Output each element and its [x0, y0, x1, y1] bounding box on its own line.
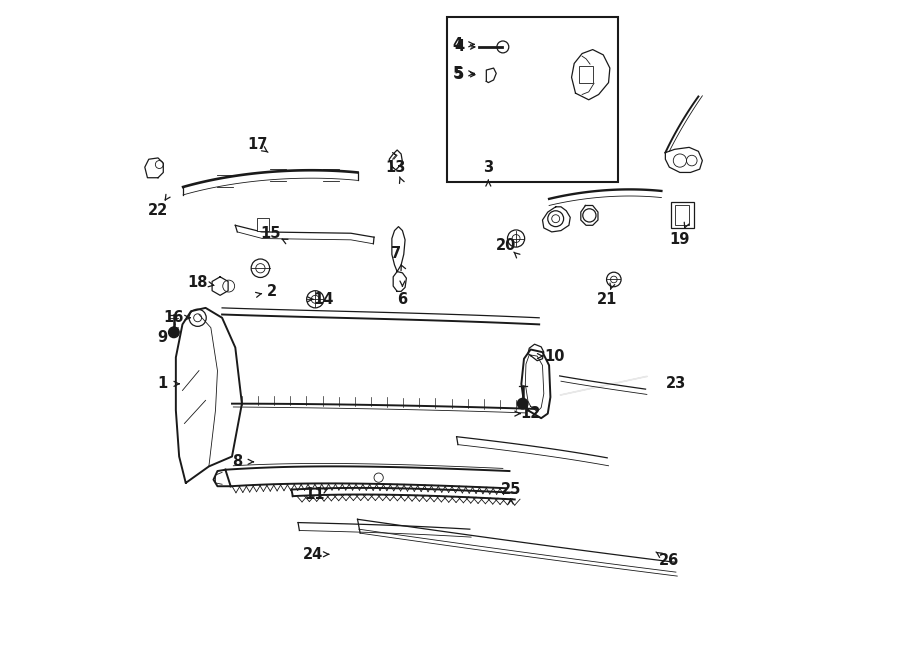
Text: 13: 13	[385, 160, 406, 175]
Text: 4: 4	[454, 40, 464, 54]
FancyBboxPatch shape	[675, 205, 689, 225]
Text: 25: 25	[500, 482, 521, 497]
Text: 22: 22	[148, 203, 168, 218]
Text: 16: 16	[164, 310, 184, 325]
Text: 6: 6	[398, 292, 408, 307]
Text: 12: 12	[520, 406, 541, 421]
Text: 19: 19	[670, 232, 690, 248]
Text: 15: 15	[260, 226, 281, 241]
Text: 23: 23	[666, 377, 686, 391]
Text: 21: 21	[597, 292, 617, 307]
Text: 3: 3	[483, 160, 493, 175]
Text: 24: 24	[302, 547, 323, 562]
FancyBboxPatch shape	[446, 17, 618, 182]
Text: 5: 5	[453, 66, 464, 81]
Text: 17: 17	[247, 137, 267, 152]
Text: 14: 14	[313, 292, 333, 307]
Circle shape	[518, 399, 528, 409]
FancyBboxPatch shape	[580, 66, 593, 83]
Text: 26: 26	[659, 553, 680, 569]
Text: 18: 18	[187, 275, 208, 289]
Text: 7: 7	[391, 246, 401, 261]
Text: 2: 2	[266, 284, 276, 299]
Text: 11: 11	[304, 487, 325, 502]
Text: 5: 5	[454, 67, 464, 82]
Text: 4: 4	[453, 37, 463, 52]
Circle shape	[168, 327, 179, 338]
Text: 10: 10	[544, 349, 564, 363]
FancyBboxPatch shape	[257, 218, 269, 231]
Text: 9: 9	[158, 330, 167, 345]
Text: 20: 20	[496, 238, 517, 253]
FancyBboxPatch shape	[670, 201, 694, 228]
Text: 1: 1	[158, 377, 167, 391]
Text: 8: 8	[232, 454, 242, 469]
